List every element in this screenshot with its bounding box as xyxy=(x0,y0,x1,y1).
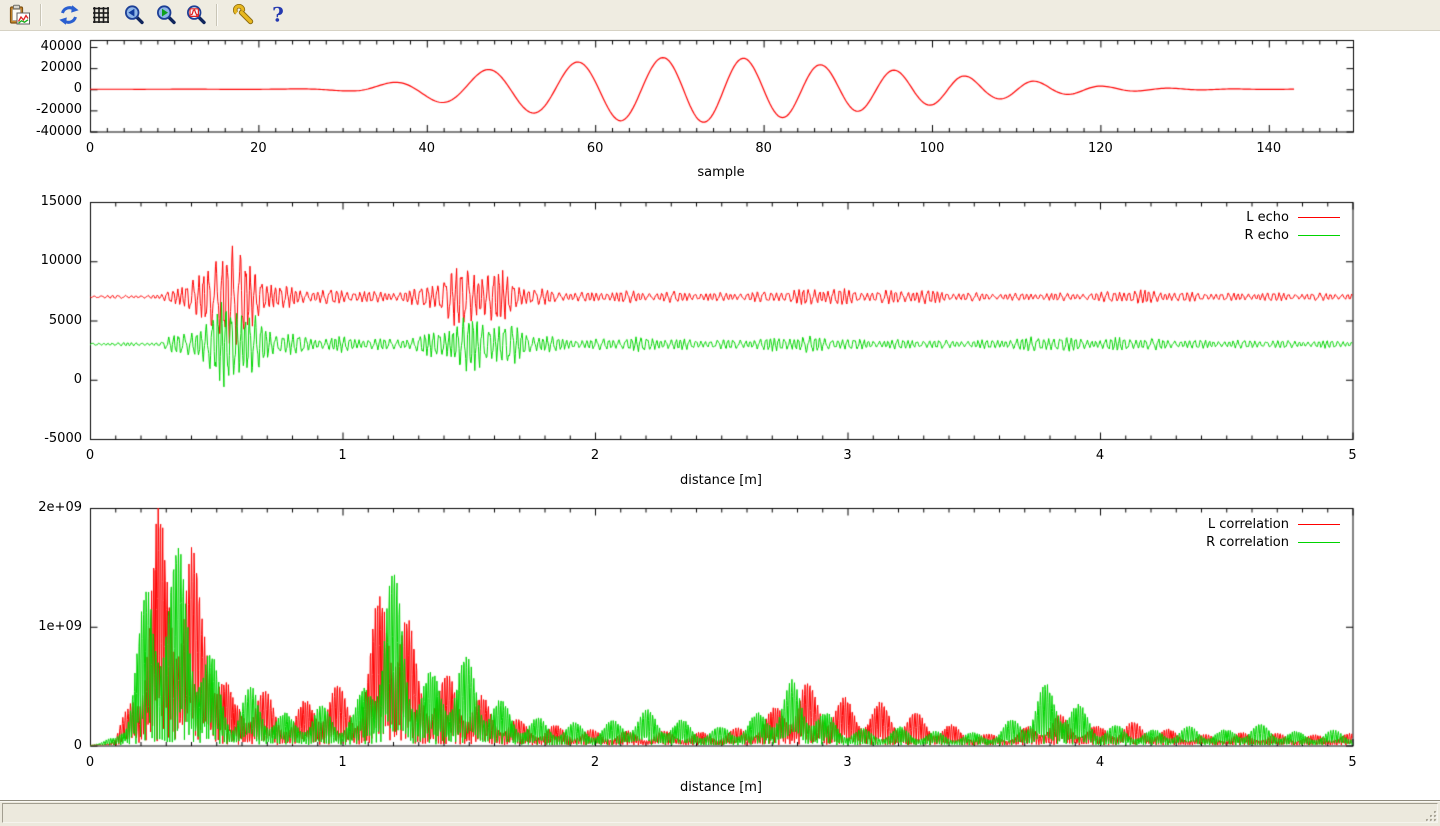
toggle-grid-button[interactable] xyxy=(88,2,114,28)
toolbar-separator xyxy=(216,4,218,26)
autoscale-icon xyxy=(186,5,206,25)
resize-grip[interactable] xyxy=(1423,808,1438,823)
zoom-next-icon xyxy=(156,5,176,25)
svg-text:?: ? xyxy=(272,4,284,26)
status-bar xyxy=(0,800,1440,826)
copy-plot-button[interactable] xyxy=(7,2,33,28)
refresh-icon xyxy=(59,5,79,25)
toolbar: ? xyxy=(0,0,1440,31)
toolbar-separator xyxy=(40,4,42,26)
status-message xyxy=(2,803,1438,823)
help-icon: ? xyxy=(272,4,284,26)
zoom-next-button[interactable] xyxy=(153,2,179,28)
grid-icon xyxy=(93,7,109,23)
replot-button[interactable] xyxy=(56,2,82,28)
clipboard-chart-icon xyxy=(9,4,30,25)
autoscale-button[interactable] xyxy=(183,2,209,28)
configure-button[interactable] xyxy=(231,2,257,28)
help-button[interactable]: ? xyxy=(265,2,291,28)
wrench-icon xyxy=(233,4,254,25)
zoom-previous-icon xyxy=(124,5,144,25)
zoom-previous-button[interactable] xyxy=(121,2,147,28)
